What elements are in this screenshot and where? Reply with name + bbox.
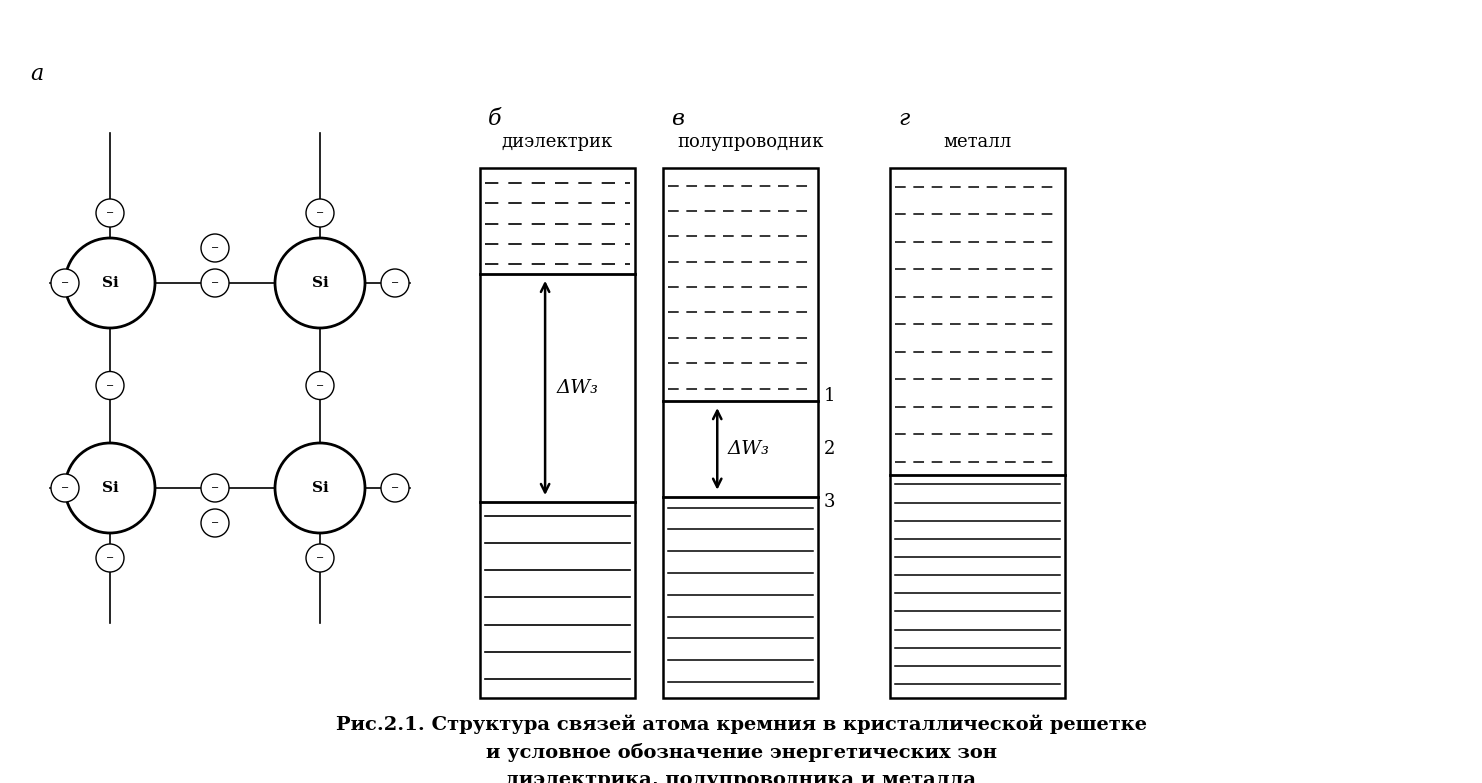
Text: −: − xyxy=(210,243,219,253)
Bar xyxy=(891,168,1066,698)
Text: 3: 3 xyxy=(824,493,836,511)
Text: и условное обозначение энергетических зон: и условное обозначение энергетических зо… xyxy=(486,743,996,762)
Bar xyxy=(480,168,634,698)
Text: −: − xyxy=(105,381,114,391)
Circle shape xyxy=(305,544,333,572)
Circle shape xyxy=(50,474,79,502)
Text: −: − xyxy=(105,553,114,563)
Circle shape xyxy=(202,474,230,502)
Circle shape xyxy=(202,234,230,262)
Text: −: − xyxy=(61,278,70,288)
Circle shape xyxy=(202,269,230,297)
Circle shape xyxy=(96,371,124,399)
Circle shape xyxy=(276,238,365,328)
Circle shape xyxy=(276,443,365,533)
Circle shape xyxy=(381,474,409,502)
Text: в: в xyxy=(671,108,685,130)
Text: диэлектрик: диэлектрик xyxy=(502,133,614,151)
Text: 1: 1 xyxy=(824,388,836,405)
Text: г: г xyxy=(898,108,910,130)
Text: б: б xyxy=(488,108,501,130)
Text: Si: Si xyxy=(311,481,329,495)
Text: a: a xyxy=(30,63,43,85)
Text: 2: 2 xyxy=(824,440,836,458)
Text: Si: Si xyxy=(311,276,329,290)
Text: Рис.2.1. Структура связей атома кремния в кристаллической решетке: Рис.2.1. Структура связей атома кремния … xyxy=(335,715,1147,734)
Circle shape xyxy=(50,269,79,297)
Text: −: − xyxy=(105,208,114,218)
Text: −: − xyxy=(391,278,399,288)
Bar xyxy=(662,168,818,698)
Text: −: − xyxy=(61,483,70,493)
Text: −: − xyxy=(316,553,325,563)
Circle shape xyxy=(96,544,124,572)
Text: полупроводник: полупроводник xyxy=(677,133,824,151)
Text: Si: Si xyxy=(102,481,119,495)
Circle shape xyxy=(381,269,409,297)
Text: −: − xyxy=(391,483,399,493)
Circle shape xyxy=(305,199,333,227)
Text: −: − xyxy=(316,381,325,391)
Circle shape xyxy=(65,443,156,533)
Text: −: − xyxy=(316,208,325,218)
Circle shape xyxy=(96,199,124,227)
Text: металл: металл xyxy=(944,133,1012,151)
Text: −: − xyxy=(210,278,219,288)
Text: ΔW₃: ΔW₃ xyxy=(557,379,599,397)
Text: −: − xyxy=(210,518,219,528)
Text: диэлектрика, полупроводника и металла: диэлектрика, полупроводника и металла xyxy=(505,771,977,783)
Text: Si: Si xyxy=(102,276,119,290)
Text: −: − xyxy=(210,483,219,493)
Circle shape xyxy=(305,371,333,399)
Text: ΔW₃: ΔW₃ xyxy=(728,440,769,458)
Circle shape xyxy=(202,509,230,537)
Circle shape xyxy=(65,238,156,328)
